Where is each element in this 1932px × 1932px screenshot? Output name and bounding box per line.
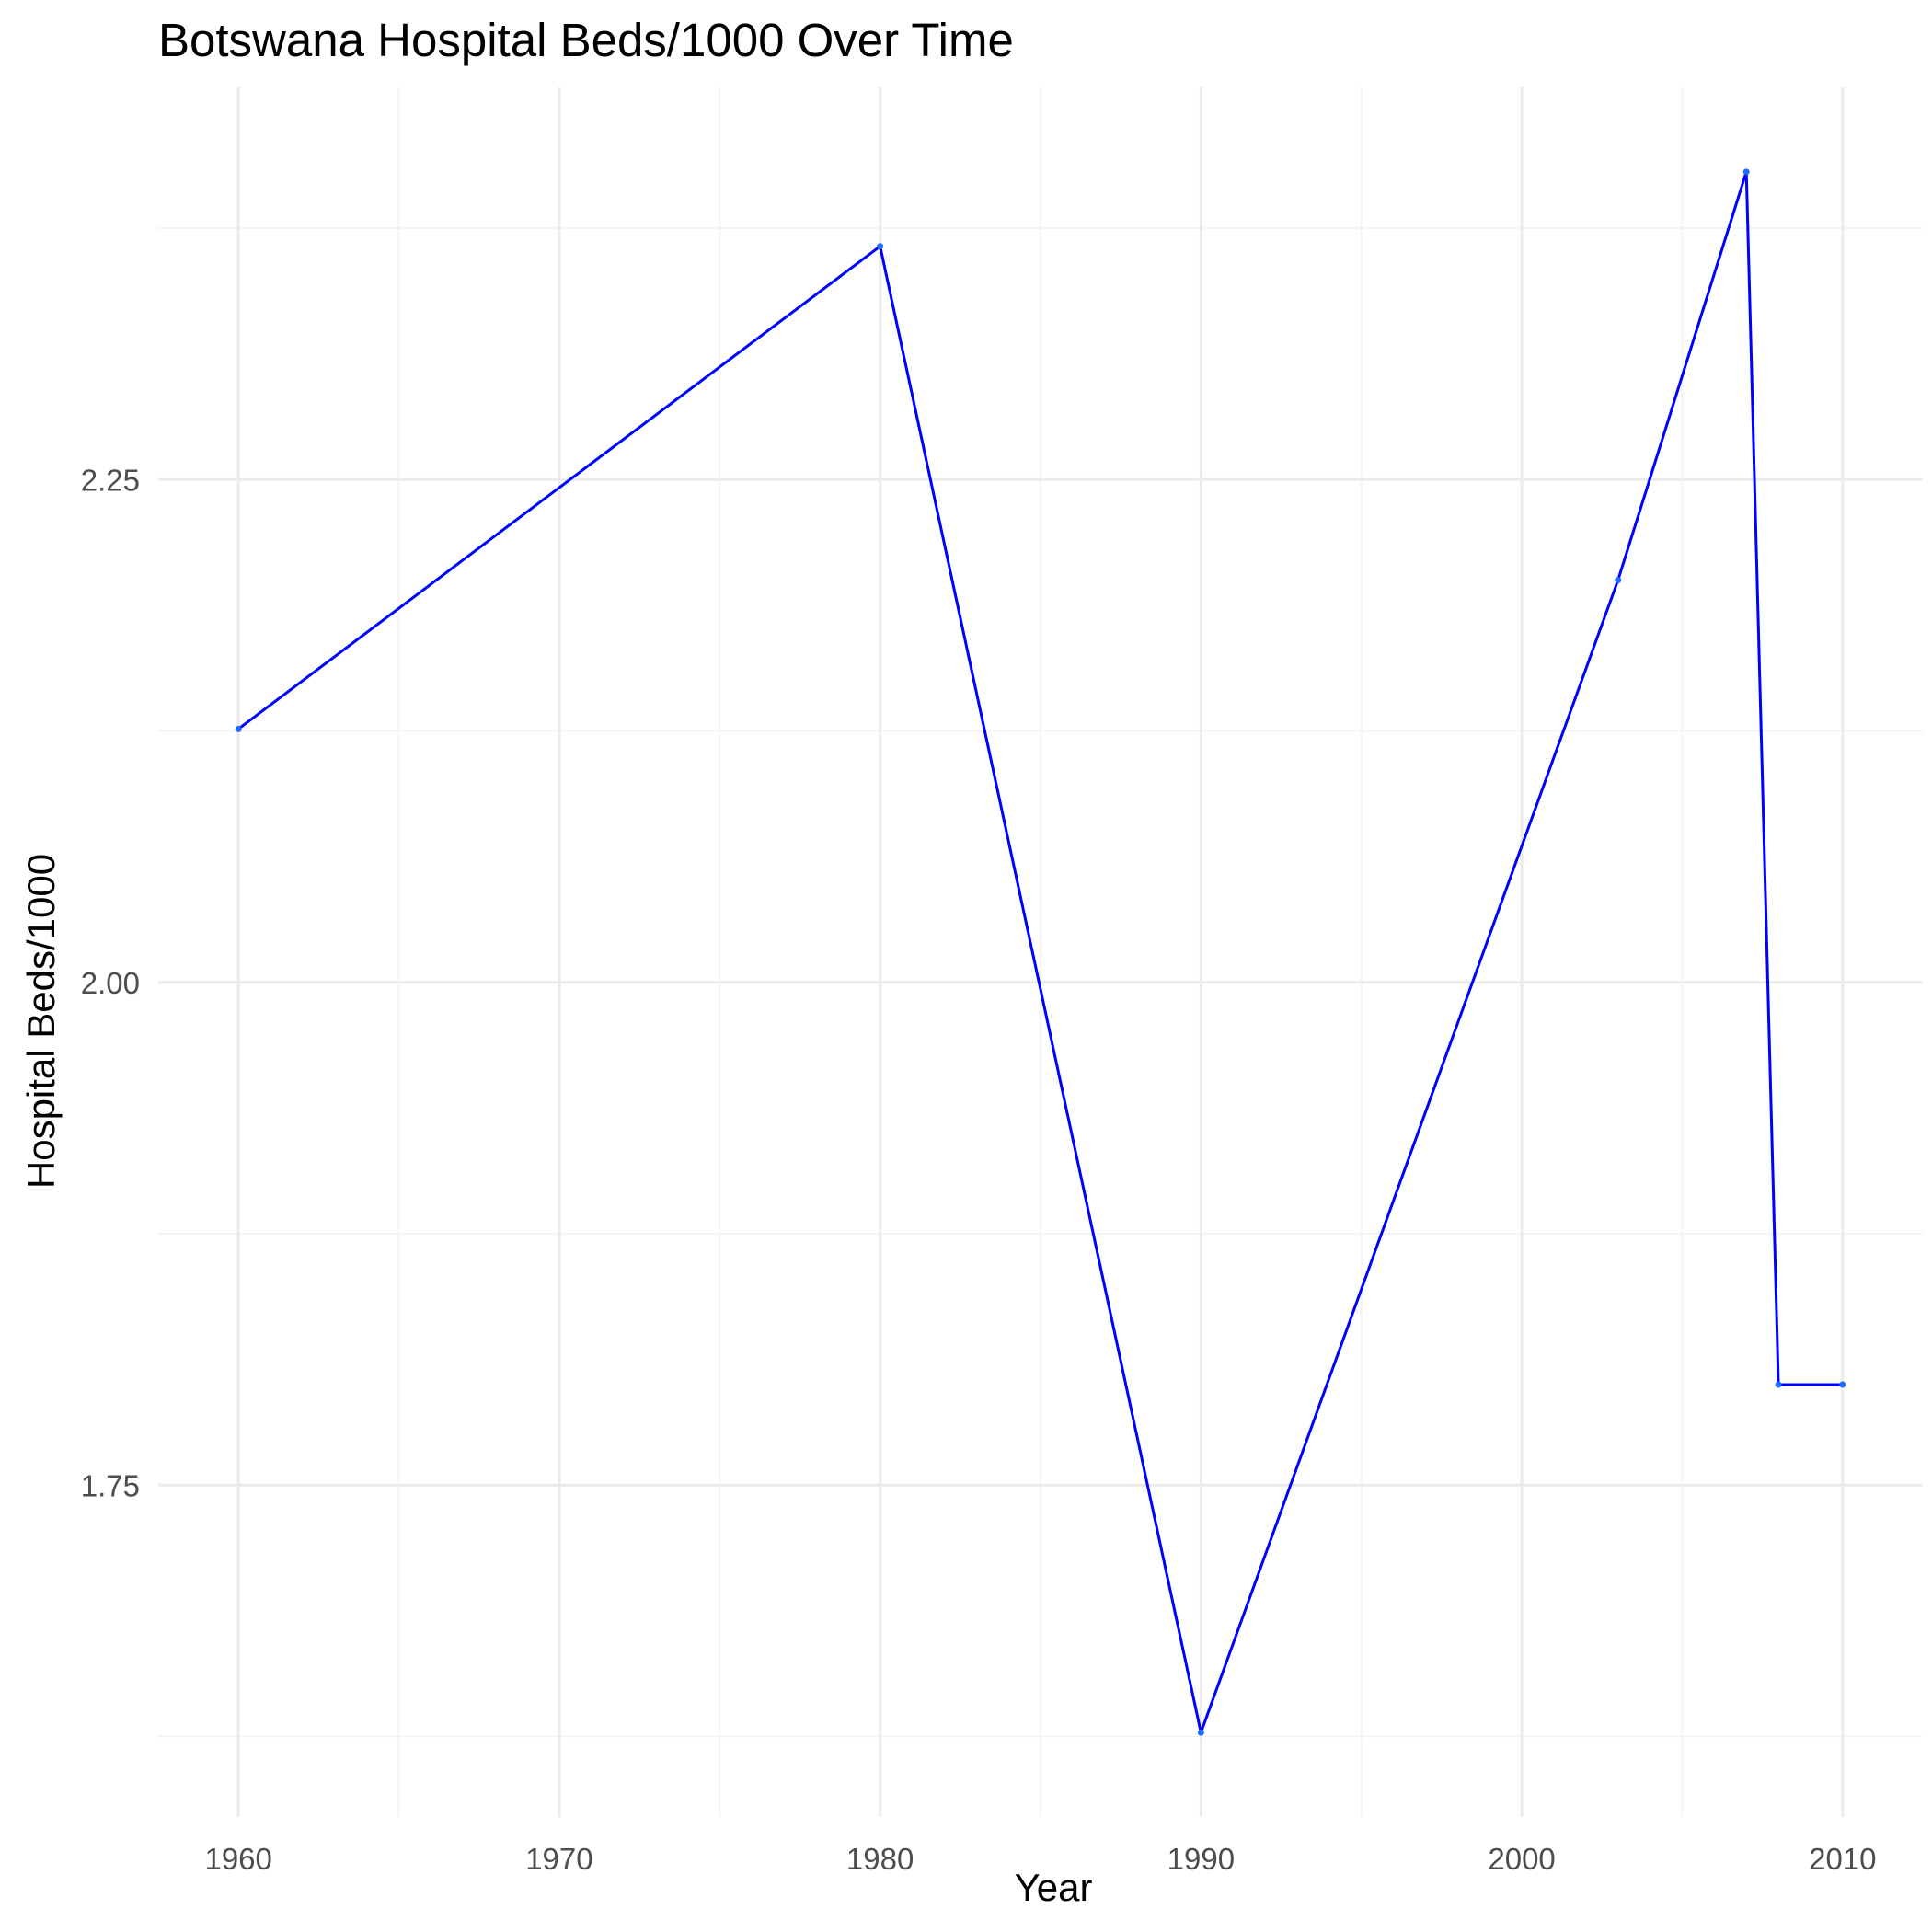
y-tick-label: 2.00 — [81, 966, 140, 1000]
data-point — [1615, 577, 1622, 584]
data-point — [1197, 1729, 1204, 1736]
x-tick-label: 1960 — [204, 1842, 271, 1876]
y-tick-label: 2.25 — [81, 463, 140, 497]
data-point — [1839, 1381, 1846, 1388]
x-tick-labels: 1960 1970 1980 1990 2000 2010 — [204, 1842, 1876, 1876]
x-tick-label: 1970 — [525, 1842, 592, 1876]
chart-title: Botswana Hospital Beds/1000 Over Time — [158, 14, 1014, 66]
minor-gridlines — [158, 87, 1923, 1817]
x-tick-label: 1980 — [846, 1842, 914, 1876]
x-tick-label: 2000 — [1488, 1842, 1555, 1876]
data-point — [1775, 1381, 1782, 1388]
y-tick-labels: 1.75 2.00 2.25 — [81, 463, 140, 1502]
y-axis-label: Hospital Beds/1000 — [19, 853, 63, 1190]
data-point — [877, 243, 884, 250]
x-tick-label: 2010 — [1809, 1842, 1876, 1876]
x-axis-label: Year — [1014, 1866, 1093, 1909]
x-tick-label: 1990 — [1167, 1842, 1235, 1876]
points-layer — [235, 168, 1846, 1736]
y-tick-label: 1.75 — [81, 1468, 140, 1502]
major-gridlines — [158, 87, 1923, 1817]
data-point — [1742, 168, 1750, 176]
data-point — [235, 725, 242, 732]
